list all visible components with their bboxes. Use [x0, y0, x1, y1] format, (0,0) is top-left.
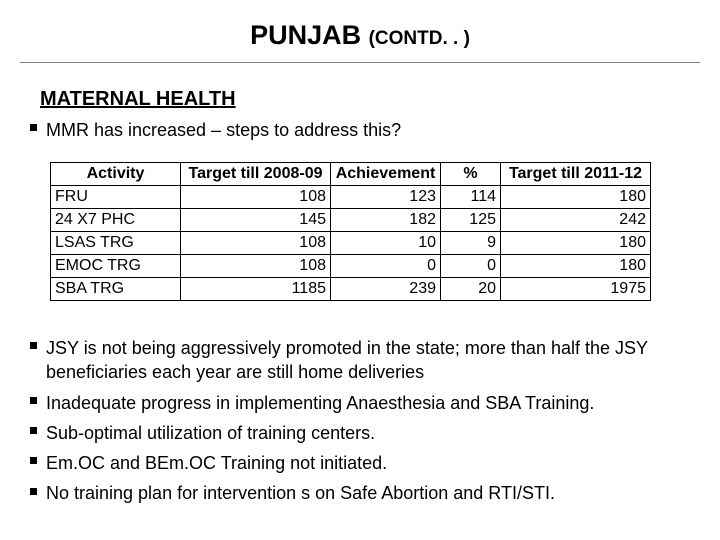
table-row: 24 X7 PHC145182125242 — [51, 209, 651, 232]
table-row: LSAS TRG108109180 — [51, 232, 651, 255]
bullets-upper: MMR has increased – steps to address thi… — [30, 118, 690, 148]
table-cell: 20 — [441, 278, 501, 301]
slide: PUNJAB (CONTD. . ) MATERNAL HEALTH MMR h… — [0, 0, 720, 540]
table-cell: 1975 — [501, 278, 651, 301]
slide-title-sub: (CONTD. . ) — [369, 28, 470, 49]
table-cell: 242 — [501, 209, 651, 232]
table-cell: 123 — [331, 186, 441, 209]
data-table-wrap: ActivityTarget till 2008-09Achievement%T… — [50, 162, 651, 301]
table-header-cell: Activity — [51, 163, 181, 186]
table-cell: 24 X7 PHC — [51, 209, 181, 232]
bullets-lower: JSY is not being aggressively promoted i… — [30, 336, 690, 512]
table-cell: 114 — [441, 186, 501, 209]
bullet-item: MMR has increased – steps to address thi… — [30, 118, 690, 142]
table-cell: 0 — [441, 255, 501, 278]
table-cell: 1185 — [181, 278, 331, 301]
table-cell: 180 — [501, 232, 651, 255]
table-cell: 9 — [441, 232, 501, 255]
table-cell: EMOC TRG — [51, 255, 181, 278]
table-header-cell: Target till 2011-12 — [501, 163, 651, 186]
table-cell: 239 — [331, 278, 441, 301]
data-table: ActivityTarget till 2008-09Achievement%T… — [50, 162, 651, 301]
slide-title-main: PUNJAB — [250, 20, 369, 50]
table-cell: SBA TRG — [51, 278, 181, 301]
bullet-item: JSY is not being aggressively promoted i… — [30, 336, 690, 385]
table-cell: 182 — [331, 209, 441, 232]
table-header-cell: Achievement — [331, 163, 441, 186]
table-cell: 180 — [501, 255, 651, 278]
slide-title-block: PUNJAB (CONTD. . ) — [0, 20, 720, 51]
table-cell: LSAS TRG — [51, 232, 181, 255]
table-cell: 125 — [441, 209, 501, 232]
table-row: FRU108123114180 — [51, 186, 651, 209]
table-cell: 108 — [181, 186, 331, 209]
table-cell: FRU — [51, 186, 181, 209]
bullet-item: No training plan for intervention s on S… — [30, 481, 690, 505]
section-heading: MATERNAL HEALTH — [40, 88, 236, 111]
bullet-item: Sub-optimal utilization of training cent… — [30, 421, 690, 445]
table-header-cell: % — [441, 163, 501, 186]
table-cell: 108 — [181, 255, 331, 278]
table-cell: 108 — [181, 232, 331, 255]
table-header-cell: Target till 2008-09 — [181, 163, 331, 186]
title-underline — [20, 62, 700, 63]
table-cell: 0 — [331, 255, 441, 278]
table-header-row: ActivityTarget till 2008-09Achievement%T… — [51, 163, 651, 186]
bullet-item: Em.OC and BEm.OC Training not initiated. — [30, 451, 690, 475]
table-cell: 10 — [331, 232, 441, 255]
bullet-item: Inadequate progress in implementing Anae… — [30, 391, 690, 415]
table-cell: 145 — [181, 209, 331, 232]
table-row: EMOC TRG10800180 — [51, 255, 651, 278]
table-cell: 180 — [501, 186, 651, 209]
table-row: SBA TRG1185239201975 — [51, 278, 651, 301]
